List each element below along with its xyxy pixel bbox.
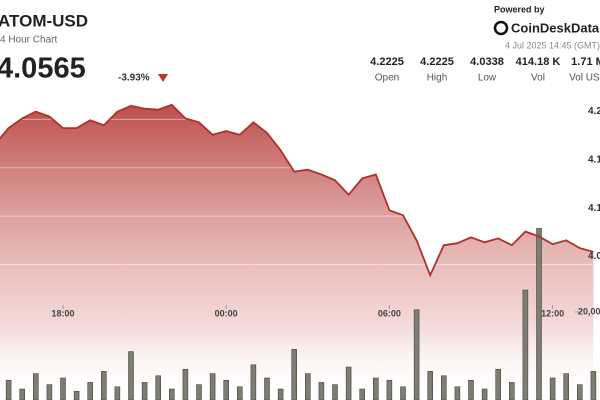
volume-bar	[155, 375, 161, 400]
volume-bar	[427, 371, 433, 400]
stat-value: 1.71 M	[571, 56, 600, 68]
volume-bar	[563, 373, 569, 400]
volume-bar	[141, 382, 148, 400]
plot-area: 4.05 4.1 4.15 4.2 20,000 18:00 00:00 06:00 12:00	[0, 103, 600, 400]
volume-bar	[128, 351, 134, 400]
timestamp: 4 Jul 2025 14:45 (GMT)	[505, 40, 600, 50]
stat-label: High	[427, 73, 448, 84]
volume-bar	[60, 377, 66, 400]
x-tick-label: 18:00	[51, 308, 74, 318]
volume-bar	[468, 379, 474, 400]
volume-bar	[318, 382, 325, 400]
volume-bar	[305, 373, 311, 400]
volume-bar	[386, 379, 393, 400]
stat-label: Low	[478, 73, 497, 84]
price: 4.0565	[0, 53, 86, 85]
volume-bar	[441, 375, 447, 400]
volume-bar	[169, 388, 175, 400]
volume-bar	[400, 386, 406, 400]
volume-bar	[114, 386, 121, 400]
stat-value: 4.0338	[470, 56, 504, 68]
volume-bar	[291, 349, 297, 400]
stat-label: Vol	[531, 73, 545, 84]
price-line	[0, 103, 594, 278]
volume-bar	[196, 384, 202, 400]
volume-bar	[549, 377, 556, 400]
down-arrow	[158, 74, 168, 82]
x-tick-label: 12:00	[541, 308, 564, 318]
volume-bar	[73, 390, 80, 400]
price-area	[0, 104, 594, 400]
volume-bar	[481, 388, 488, 400]
chart-title: ATOM-USD	[0, 11, 88, 30]
x-tick-label: 06:00	[378, 308, 401, 318]
volume-bar	[373, 377, 379, 400]
stat-label: Vol USD	[569, 73, 600, 84]
volume-bar	[413, 309, 420, 400]
volume-bar	[5, 379, 12, 400]
volume-bar	[345, 366, 352, 400]
volume-bar	[182, 368, 189, 400]
chart-subtitle: 4 Hour Chart	[0, 35, 57, 46]
volume-bar	[277, 388, 284, 400]
volume-bar	[33, 373, 39, 400]
volume-bar	[332, 384, 338, 400]
y-tick-label: 4.2	[588, 106, 600, 117]
brand-logo	[493, 20, 509, 36]
stat-value: 414.18 K	[516, 56, 561, 68]
y2-tick-label: 20,000	[578, 306, 600, 316]
change: -3.93%	[118, 73, 150, 84]
brand: CoinDeskData	[511, 20, 600, 35]
stat-value: 4.2225	[370, 56, 404, 68]
volume-bar	[101, 371, 107, 400]
volume-bar	[209, 373, 216, 400]
volume-bar	[19, 388, 25, 400]
volume-bar	[522, 289, 529, 400]
volume-bar	[264, 377, 270, 400]
powered-by: Powered by	[494, 4, 545, 14]
volume-bar	[495, 368, 501, 400]
y-tick-label: 4.1	[588, 203, 600, 214]
volume-bar	[223, 379, 229, 400]
y-tick-label: 4.15	[588, 154, 600, 165]
volume-bar	[577, 384, 583, 400]
volume-bar	[359, 388, 365, 400]
volume-bar	[250, 364, 257, 400]
volume-bar	[87, 382, 93, 400]
x-tick-label: 00:00	[215, 308, 238, 318]
volume-bar	[509, 382, 515, 400]
volume-bar	[454, 386, 461, 400]
y-tick-label: 4.05	[588, 251, 600, 262]
volume-bar	[536, 228, 542, 400]
volume-bar	[237, 386, 243, 400]
volume-bar	[46, 384, 53, 400]
stat-value: 4.2225	[420, 56, 454, 68]
volume-bar	[590, 371, 597, 400]
stats: 4.2225 Open 4.2225 High 4.0338 Low 414.18 K Vol…	[370, 56, 600, 84]
stat-label: Open	[375, 73, 399, 84]
